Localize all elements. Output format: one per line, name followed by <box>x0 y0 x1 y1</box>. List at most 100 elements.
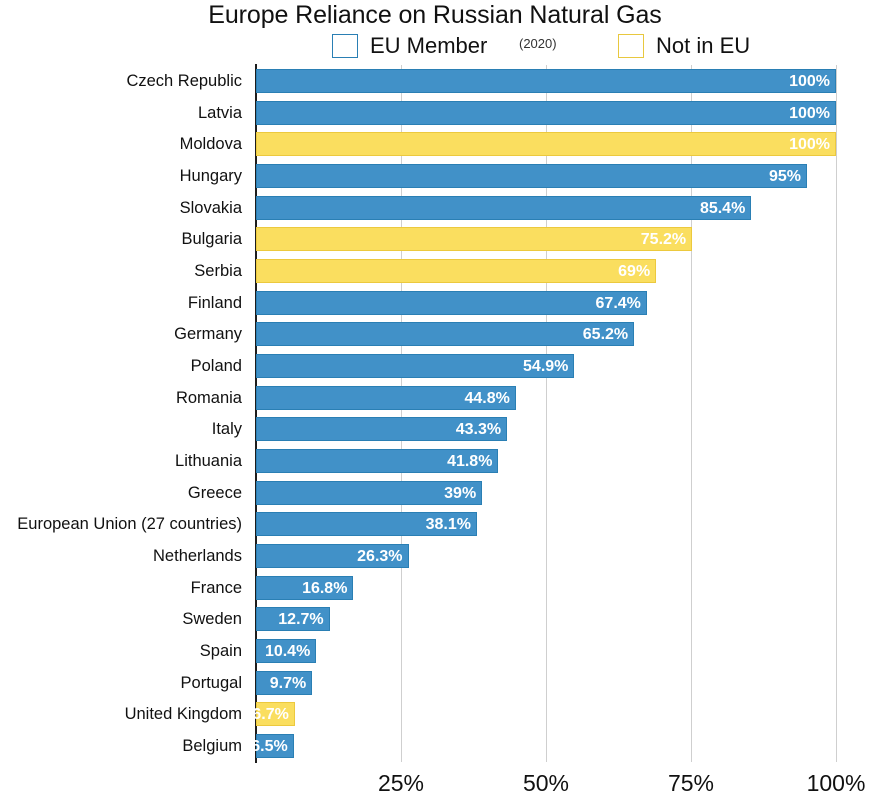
chart-row: Netherlands 26.3% <box>153 544 836 569</box>
category-label: Netherlands <box>153 547 242 566</box>
legend-label-eu-member: EU Member <box>370 33 488 58</box>
bar-value-label: 9.7% <box>269 674 307 692</box>
x-axis-tick-label: 100% <box>806 770 866 796</box>
x-axis-tick-label: 50% <box>522 770 570 796</box>
category-label: Bulgaria <box>181 230 242 249</box>
bar[interactable]: 100% <box>256 68 836 93</box>
category-label: Czech Republic <box>126 71 242 90</box>
chart-row: Belgium 6.5% <box>182 734 836 759</box>
chart-row: Serbia 69% <box>194 258 836 283</box>
chart-row: Latvia 100% <box>198 100 836 125</box>
category-label: Greece <box>187 483 242 502</box>
chart-row: Czech Republic 100% <box>126 68 836 93</box>
chart-row: Poland 54.9% <box>191 353 836 378</box>
bar-value-label: 6.7% <box>252 706 289 724</box>
bar[interactable]: 12.7% <box>256 607 330 632</box>
bar-value-label: 65.2% <box>582 326 629 344</box>
chart-row: United Kingdom 6.7% <box>125 702 836 727</box>
bar-value-label: 44.8% <box>464 389 510 407</box>
chart-row: Spain 10.4% <box>200 639 836 664</box>
chart-row: Moldova 100% <box>180 132 836 157</box>
gridline <box>546 65 547 762</box>
chart-row: Italy 43.3% <box>212 417 836 442</box>
bar-value-label: 54.9% <box>523 357 569 375</box>
bar-value-label: 39% <box>444 484 477 502</box>
chart-row: Hungary 95% <box>180 163 836 188</box>
bar[interactable]: 9.7% <box>256 670 313 695</box>
bar[interactable]: 67.4% <box>256 290 647 315</box>
legend-item-eu-member[interactable]: EU Member <box>332 31 487 61</box>
bar-value-label: 67.4% <box>595 294 641 312</box>
bar-value-label: 95% <box>768 167 801 185</box>
category-label: Portugal <box>180 673 242 692</box>
bar[interactable]: 100% <box>256 100 836 125</box>
bar[interactable]: 54.9% <box>256 353 575 378</box>
bar[interactable]: 95% <box>256 163 807 188</box>
bar-value-label: 41.8% <box>447 453 493 471</box>
bar[interactable]: 39% <box>256 480 483 505</box>
category-label: Poland <box>190 356 242 375</box>
bar[interactable]: 10.4% <box>256 639 317 664</box>
bar-value-label: 26.3% <box>357 548 403 566</box>
category-label: Lithuania <box>175 452 242 471</box>
chart-row: Slovakia 85.4% <box>180 195 836 220</box>
bar[interactable]: 16.8% <box>256 575 354 600</box>
bar-value-label: 12.7% <box>278 611 324 629</box>
gridline <box>691 65 692 762</box>
bar[interactable]: 6.5% <box>251 734 294 759</box>
bar[interactable]: 69% <box>256 258 657 283</box>
bar-value-label: 100% <box>789 136 830 154</box>
bar-value-label: 16.8% <box>302 579 348 597</box>
bar[interactable]: 44.8% <box>256 385 516 410</box>
bar[interactable]: 100% <box>256 132 836 157</box>
bar-value-label: 85.4% <box>699 199 746 217</box>
chart-row: Romania 44.8% <box>176 385 836 410</box>
category-label: Slovakia <box>179 198 242 217</box>
category-label: Moldova <box>179 135 242 154</box>
x-axis-tick-label: 75% <box>667 770 715 796</box>
plot-area: Czech Republic 100% Latvia 100% Moldova 100% H… <box>17 65 837 762</box>
category-label: Finland <box>187 293 242 312</box>
bar-value-label: 100% <box>789 104 830 122</box>
bar-value-label: 38.1% <box>425 516 471 534</box>
category-label: Spain <box>199 642 242 661</box>
category-label: Germany <box>174 325 242 344</box>
bar[interactable]: 65.2% <box>256 322 635 347</box>
bar[interactable]: 38.1% <box>256 512 477 537</box>
legend-label-not-in-eu: Not in EU <box>656 33 751 58</box>
category-label: Latvia <box>197 103 242 122</box>
category-label: Serbia <box>194 261 242 280</box>
legend-item-not-in-eu[interactable]: Not in EU <box>618 31 750 61</box>
bar-value-label: 6.5% <box>251 738 288 756</box>
chart-row: Bulgaria 75.2% <box>181 227 836 252</box>
legend-swatch-not-in-eu-icon <box>618 34 644 58</box>
y-axis-line <box>255 64 257 763</box>
bar[interactable]: 41.8% <box>256 449 499 474</box>
chart-row: France 16.8% <box>191 575 836 600</box>
bar-value-label: 75.2% <box>640 231 687 249</box>
chart-row: Finland 67.4% <box>188 290 836 315</box>
bar-value-label: 10.4% <box>264 643 311 661</box>
category-label: European Union (27 countries) <box>17 515 242 534</box>
chart-subtitle-year: (2020) <box>519 36 557 51</box>
chart-row: Lithuania 41.8% <box>175 449 836 474</box>
category-label: Belgium <box>182 737 242 756</box>
x-axis-tick-labels: 25% 50% 75% 100% <box>0 770 870 802</box>
bar[interactable]: 43.3% <box>256 417 508 442</box>
legend-swatch-eu-member-icon <box>332 34 358 58</box>
gridline <box>836 65 837 762</box>
bar[interactable]: 85.4% <box>256 195 752 220</box>
bar-value-label: 69% <box>618 262 651 280</box>
category-label: Romania <box>175 388 242 407</box>
chart-title: Europe Reliance on Russian Natural Gas <box>208 1 662 29</box>
category-label: France <box>190 578 242 597</box>
x-axis-tick-label: 25% <box>377 770 425 796</box>
bar-value-label: 43.3% <box>455 421 502 439</box>
bar[interactable]: 6.7% <box>252 702 295 727</box>
bar[interactable]: 26.3% <box>256 544 409 569</box>
category-label: Hungary <box>179 166 242 185</box>
category-label: United Kingdom <box>124 705 242 724</box>
chart-legend: EU Member Not in EU <box>0 31 870 61</box>
bar[interactable]: 75.2% <box>256 227 693 252</box>
